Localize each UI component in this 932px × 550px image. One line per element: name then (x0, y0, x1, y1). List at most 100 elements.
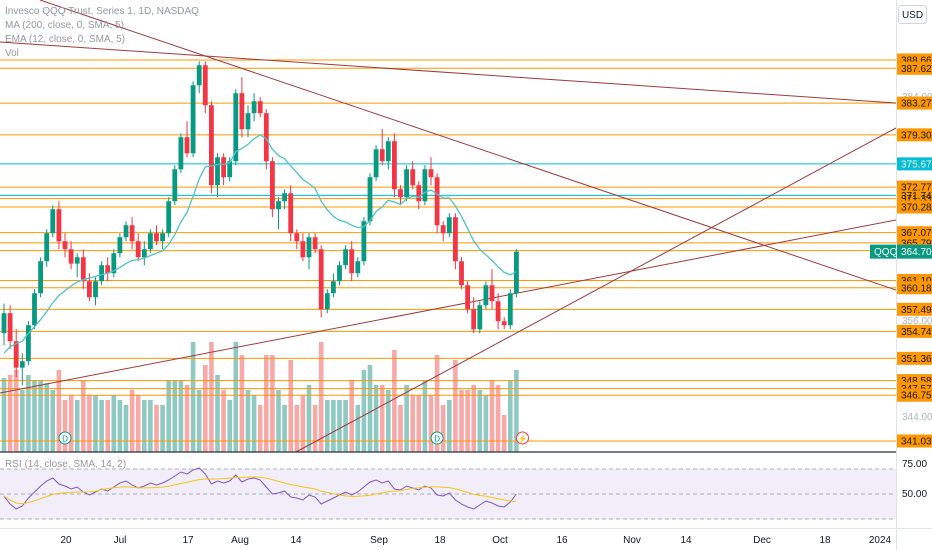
candle-body (178, 137, 184, 170)
time-tick-label: Dec (753, 535, 771, 546)
candle-body (62, 241, 68, 250)
candle-body (410, 169, 416, 186)
legend-ema[interactable]: EMA (12, close, 0, SMA, 5) (5, 34, 126, 45)
time-tick-label: 14 (680, 535, 692, 546)
volume-bar (38, 380, 43, 452)
candle-body (306, 237, 312, 258)
volume-bar (465, 390, 470, 452)
volume-bar (32, 380, 37, 452)
volume-bar (7, 375, 13, 452)
volume-bar (203, 365, 208, 452)
candle-body (105, 265, 111, 274)
candle-body (251, 101, 257, 114)
volume-bar (471, 385, 476, 452)
volume-bar (477, 390, 483, 452)
price-level-label-bg (897, 180, 932, 194)
candle-body (288, 193, 294, 234)
candle-body (38, 261, 43, 294)
volume-bar (288, 360, 293, 452)
legend-ma[interactable]: MA (200, close, 0, SMA, 5) (5, 20, 124, 31)
volume-bar (135, 395, 141, 452)
volume-bar (81, 380, 86, 452)
volume-bar (123, 405, 129, 452)
trend-line-1[interactable] (39, 0, 897, 291)
candle-body (392, 141, 397, 190)
candle-body (459, 261, 464, 286)
volume-bar (20, 390, 25, 452)
volume-bar (398, 405, 403, 452)
candle-body (343, 249, 348, 266)
candle-body (416, 185, 422, 202)
volume-bar (404, 385, 409, 452)
trend-line-4[interactable] (295, 127, 897, 453)
legend: Invesco QQQ Trust, Series 1, 1D, NASDAQ … (5, 5, 199, 61)
price-level-label: 348.58 (901, 376, 932, 387)
price-level-label: 370.28 (901, 203, 932, 214)
candle-body (239, 93, 245, 130)
earnings-marker-icon (516, 431, 529, 445)
volume-bar (172, 380, 178, 452)
volume-bar (160, 405, 165, 452)
candle-body (117, 237, 123, 254)
candle-body (190, 85, 196, 154)
volume-bar (367, 365, 373, 452)
dividend-marker-icon (430, 431, 444, 445)
candle-body (123, 225, 129, 238)
rsi-ma-line (3, 476, 517, 505)
volume-bar (68, 395, 74, 452)
candle-body (379, 149, 385, 162)
cyan-level-label: 375.67 (901, 159, 932, 170)
volume-bar (26, 375, 31, 452)
rsi-line (3, 467, 517, 510)
volume-bar (300, 395, 306, 452)
trend-line-3[interactable] (0, 219, 897, 394)
price-level-label: 367.07 (901, 228, 932, 239)
candle-body (184, 137, 190, 154)
volume-bar (489, 380, 495, 452)
candle-body (483, 285, 489, 306)
candle-body (196, 65, 202, 86)
candle-body (93, 281, 98, 298)
price-tick-label: 344.00 (902, 412, 932, 423)
candle-body (1, 313, 7, 334)
volume-bar (87, 395, 92, 452)
trend-line-2[interactable] (0, 41, 897, 104)
candle-body (87, 281, 92, 298)
candle-body (215, 157, 220, 186)
dividend-marker-label: D (62, 435, 68, 444)
candle-body (99, 265, 104, 282)
candle-body (477, 305, 483, 330)
symbol-badge-bg (870, 244, 896, 259)
candle-body (300, 241, 306, 258)
volume-bar (440, 405, 446, 452)
price-level-label-bg (897, 226, 932, 240)
volume-bar (257, 405, 263, 452)
time-tick-label: Aug (231, 535, 249, 546)
volume-bar (178, 380, 184, 452)
volume-bar (453, 360, 458, 452)
currency-button[interactable]: USD (898, 5, 927, 24)
cyan-level-label-bg (897, 157, 932, 171)
price-level-label: 360.18 (901, 283, 932, 294)
price-level-label: 357.49 (901, 305, 932, 316)
symbol-badge: QQQ (874, 247, 898, 258)
candle-body (355, 261, 361, 274)
candle-body (111, 253, 117, 274)
candle-body (385, 141, 391, 162)
legend-vol[interactable]: Vol (5, 48, 19, 59)
volume-bar (422, 380, 428, 452)
candle-body (221, 157, 226, 178)
candle-body (245, 113, 251, 130)
volume-bar (74, 400, 80, 452)
event-markers: D D ⚡ (58, 431, 529, 445)
volume-bar (148, 400, 153, 452)
time-axis[interactable]: 20 Jul 17 Aug 14 Sep 18 Oct 16 Nov 14 Dec 18 2024 (60, 535, 891, 546)
volume-bar (416, 395, 422, 452)
volume-bar (294, 405, 300, 452)
candle-body (514, 251, 519, 294)
price-level-label-bg (897, 324, 932, 338)
volume-bar (361, 370, 367, 452)
volume-bar (93, 395, 98, 452)
candle-body (141, 249, 147, 258)
